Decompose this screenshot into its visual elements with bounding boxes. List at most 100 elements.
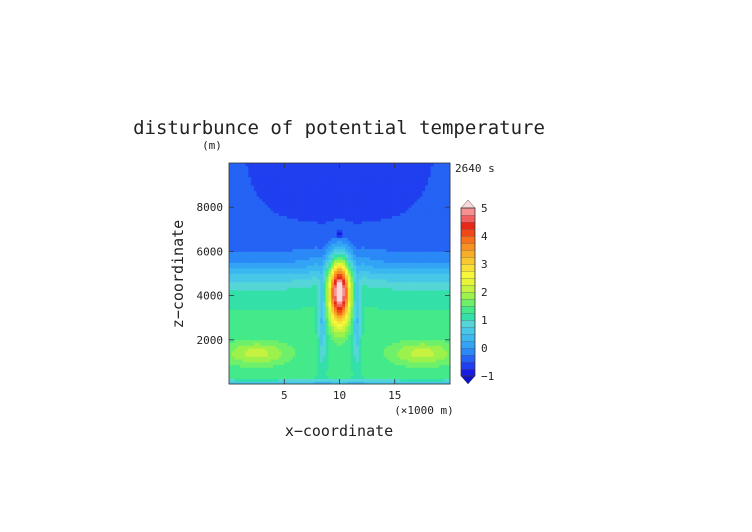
heatmap-cell (251, 328, 255, 332)
heatmap-cell (400, 287, 404, 291)
heatmap-cell (281, 370, 285, 374)
heatmap-cell (386, 267, 390, 272)
heatmap-cell (253, 281, 258, 285)
heatmap-cell (251, 314, 255, 319)
heatmap-cell (333, 309, 338, 313)
heatmap-cell (245, 295, 249, 299)
heatmap-cell (331, 337, 335, 341)
heatmap-cell (325, 218, 329, 222)
heatmap-cell (347, 273, 351, 277)
heatmap-cell (347, 378, 351, 382)
heatmap-cell (369, 234, 374, 238)
heatmap-cell (328, 295, 332, 299)
heatmap-cell (248, 337, 252, 341)
heatmap-cell (264, 298, 269, 302)
heatmap-cell (438, 229, 443, 233)
heatmap-cell (441, 334, 445, 338)
heatmap-cell (372, 215, 376, 219)
heatmap-cell (389, 331, 393, 335)
heatmap-cell (237, 353, 241, 357)
heatmap-cell (400, 337, 404, 341)
heatmap-cell (275, 248, 280, 252)
heatmap-cell (425, 320, 429, 324)
heatmap-cell (430, 245, 434, 250)
heatmap-cell (240, 345, 244, 349)
heatmap-cell (320, 229, 324, 233)
heatmap-cell (369, 256, 374, 261)
heatmap-cell (367, 245, 371, 250)
heatmap-cell (438, 378, 443, 382)
heatmap-cell (306, 295, 310, 299)
heatmap-cell (331, 284, 335, 288)
heatmap-cell (375, 292, 379, 296)
heatmap-cell (400, 256, 404, 261)
heatmap-cell (289, 339, 293, 343)
heatmap-cell (264, 212, 269, 216)
heatmap-cell (306, 306, 310, 310)
heatmap-cell (361, 290, 365, 294)
heatmap-cell (361, 232, 365, 236)
heatmap-cell (414, 372, 418, 377)
heatmap-cell (339, 276, 343, 280)
heatmap-cell (234, 209, 238, 214)
heatmap-cell (242, 323, 246, 327)
heatmap-cell (397, 348, 401, 352)
heatmap-cell (275, 262, 280, 266)
heatmap-cell (419, 323, 423, 327)
heatmap-cell (325, 290, 329, 294)
heatmap-cell (427, 248, 432, 252)
heatmap-cell (287, 350, 291, 355)
heatmap-cell (242, 348, 246, 352)
heatmap-cell (333, 317, 338, 321)
heatmap-cell (229, 314, 233, 319)
heatmap-cell (325, 301, 329, 305)
heatmap-cell (372, 295, 376, 299)
heatmap-cell (234, 306, 238, 310)
heatmap-cell (375, 348, 379, 352)
heatmap-cell (347, 248, 351, 252)
heatmap-cell (317, 254, 321, 258)
heatmap-cell (317, 259, 321, 263)
heatmap-cell (427, 245, 432, 250)
heatmap-cell (267, 323, 271, 327)
heatmap-cell (322, 259, 327, 263)
heatmap-cell (328, 245, 332, 250)
heatmap-cell (408, 273, 412, 277)
heatmap-cell (284, 215, 288, 219)
heatmap-cell (281, 259, 285, 263)
heatmap-cell (264, 234, 269, 238)
heatmap-cell (380, 243, 385, 247)
heatmap-cell (369, 221, 374, 225)
heatmap-cell (295, 325, 299, 330)
heatmap-cell (306, 223, 310, 227)
heatmap-cell (358, 229, 362, 233)
heatmap-cell (336, 265, 340, 269)
heatmap-cell (405, 273, 409, 277)
heatmap-cell (405, 342, 409, 346)
heatmap-cell (345, 279, 349, 283)
heatmap-cell (289, 251, 293, 255)
heatmap-cell (284, 350, 288, 355)
heatmap-cell (391, 306, 396, 310)
heatmap-cell (295, 356, 299, 360)
heatmap-cell (436, 270, 440, 274)
heatmap-cell (367, 279, 371, 283)
heatmap-cell (419, 243, 423, 247)
heatmap-cell (298, 375, 302, 379)
heatmap-cell (262, 372, 266, 377)
heatmap-cell (369, 381, 374, 385)
heatmap-cell (289, 290, 293, 294)
heatmap-cell (231, 215, 235, 219)
heatmap-cell (400, 372, 404, 377)
heatmap-cell (325, 254, 329, 258)
heatmap-cell (408, 339, 412, 343)
heatmap-cell (242, 364, 246, 368)
heatmap-cell (253, 251, 258, 255)
heatmap-cell (325, 342, 329, 346)
heatmap-cell (309, 328, 313, 332)
heatmap-cell (262, 256, 266, 261)
heatmap-cell (322, 251, 327, 255)
heatmap-cell (270, 256, 274, 261)
heatmap-cell (311, 359, 316, 363)
heatmap-cell (322, 320, 327, 324)
